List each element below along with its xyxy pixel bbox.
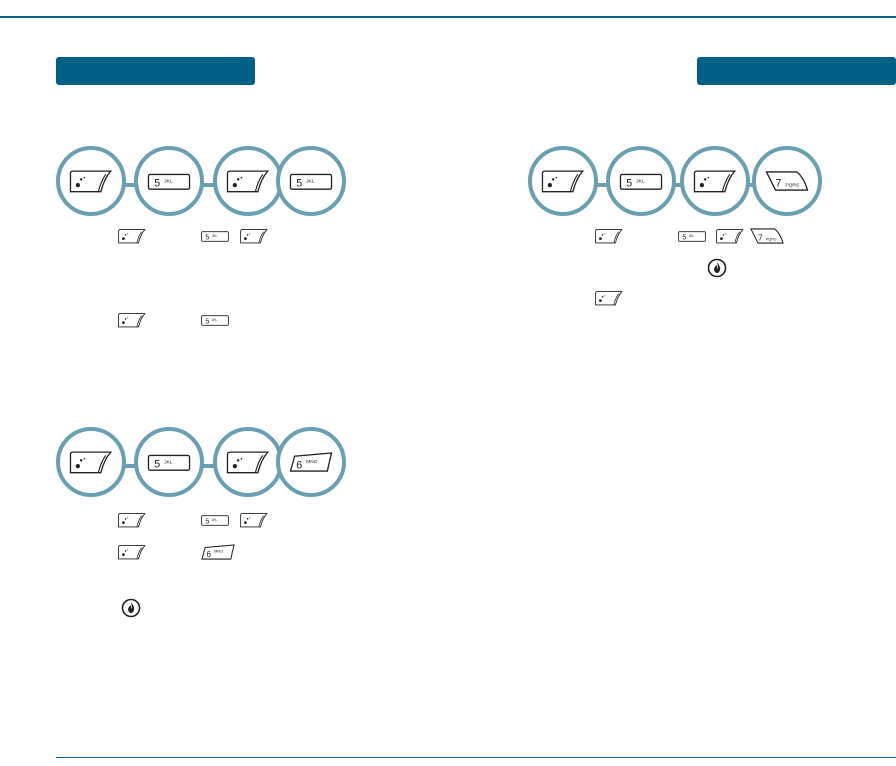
menu-key-icon — [594, 227, 624, 245]
5-jkl-key-icon — [200, 311, 230, 329]
header-tab-right — [697, 57, 896, 85]
5-jkl-key-icon — [200, 227, 230, 245]
menu-key-icon — [594, 289, 624, 307]
menu-key-icon — [239, 227, 269, 245]
5-jkl-key-icon — [677, 227, 707, 245]
7-pqrs-key-icon — [752, 146, 822, 216]
menu-key-icon — [213, 146, 283, 216]
menu-key-icon — [117, 311, 147, 329]
ok-key-icon — [121, 598, 141, 618]
5-jkl-key-icon — [134, 146, 204, 216]
menu-key-icon — [117, 511, 147, 529]
header-tab-left — [56, 57, 255, 85]
bottom-rule — [56, 757, 896, 758]
ok-key-icon — [707, 258, 727, 278]
menu-key-icon — [715, 227, 745, 245]
5-jkl-key-icon — [200, 511, 230, 529]
menu-key-icon — [56, 146, 126, 216]
6-mno-key-icon — [200, 541, 236, 563]
key-sequence-b — [56, 427, 346, 505]
7-pqrs-key-icon — [749, 225, 785, 247]
5-jkl-key-icon — [276, 146, 346, 216]
menu-key-icon — [213, 427, 283, 497]
key-sequence-c — [528, 146, 828, 224]
menu-key-icon — [680, 146, 750, 216]
menu-key-icon — [56, 427, 126, 497]
6-mno-key-icon — [276, 427, 346, 497]
top-rule — [0, 16, 896, 18]
menu-key-icon — [528, 146, 598, 216]
key-sequence-a — [56, 146, 346, 224]
5-jkl-key-icon — [606, 146, 676, 216]
menu-key-icon — [117, 543, 147, 561]
menu-key-icon — [239, 511, 269, 529]
sequence-connector — [558, 183, 798, 187]
menu-key-icon — [117, 227, 147, 245]
5-jkl-key-icon — [134, 427, 204, 497]
